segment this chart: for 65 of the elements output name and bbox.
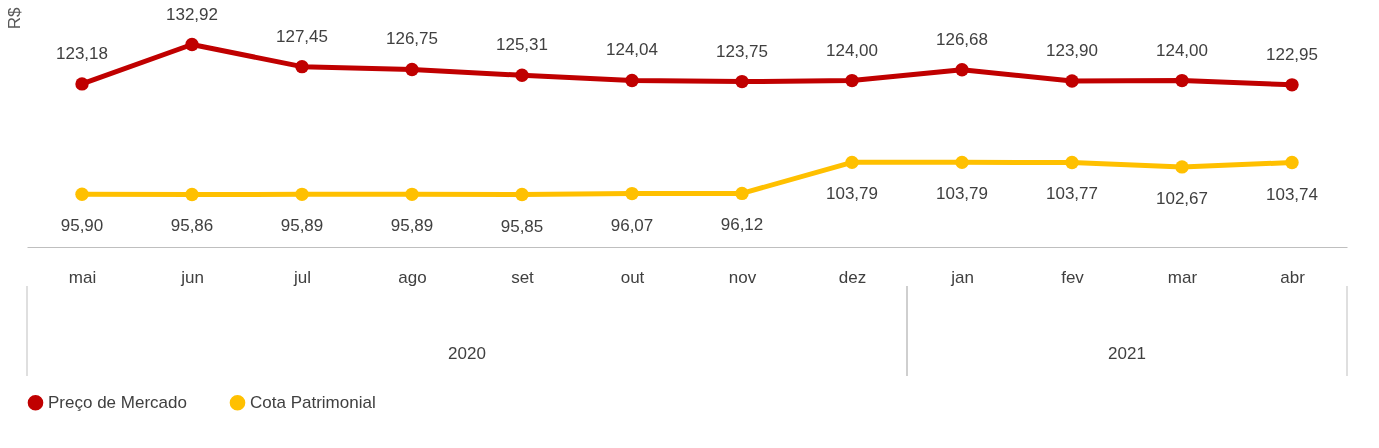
point (515, 68, 529, 82)
data-label: 96,07 (610, 215, 654, 235)
point (1175, 160, 1189, 174)
data-label: 103,74 (1266, 184, 1318, 204)
data-label: 103,79 (826, 184, 878, 204)
x-tick-label: ago (398, 267, 427, 287)
point (845, 73, 859, 88)
y-axis-title: R$ (4, 6, 24, 30)
point (625, 73, 639, 88)
legend-label: Preço de Mercado (48, 392, 187, 412)
data-label: 95,86 (170, 216, 214, 236)
point (735, 74, 749, 89)
point (1065, 155, 1079, 170)
data-label: 124,00 (1156, 40, 1208, 60)
text: 2021 (1108, 344, 1146, 363)
point (515, 187, 529, 202)
data-label: 103,79 (936, 184, 988, 204)
data-label: 126,68 (936, 29, 988, 49)
point (845, 155, 859, 170)
data-label: 102,67 (1156, 188, 1208, 208)
point (1175, 73, 1189, 88)
data-label: 124,00 (826, 40, 878, 60)
point (185, 37, 199, 52)
data-label: 123,18 (56, 43, 108, 63)
x-tick-label: mar (1167, 267, 1198, 287)
data-label: 125,31 (496, 35, 548, 55)
data-label: 124,04 (606, 40, 658, 60)
x-tick-label: abr (1280, 267, 1306, 287)
point (75, 187, 89, 201)
data-label: 126,75 (386, 29, 438, 49)
point (295, 59, 309, 74)
point (1285, 78, 1299, 92)
x-tick-label: dez (838, 267, 867, 287)
point (735, 186, 749, 201)
x-tick-label: jan (950, 267, 974, 287)
point (625, 186, 639, 201)
text: 2020 (448, 344, 486, 363)
data-label: 132,92 (166, 4, 218, 24)
point (1065, 74, 1079, 88)
x-tick-label: fev (1061, 267, 1085, 287)
data-label: 122,95 (1266, 44, 1318, 64)
point (405, 62, 419, 77)
x-tick-label: jun (180, 267, 204, 287)
data-label: 123,75 (716, 41, 768, 61)
x-tick-label: mai (68, 267, 97, 287)
point (405, 187, 419, 202)
data-label: 123,90 (1046, 41, 1098, 60)
point (955, 155, 969, 170)
legend-label: Cota Patrimonial (250, 392, 376, 412)
data-label: 103,77 (1046, 184, 1098, 204)
point (955, 63, 969, 77)
point (185, 187, 199, 202)
x-tick-label: out (620, 267, 645, 287)
x-tick-label: jul (292, 267, 312, 287)
point (295, 187, 309, 202)
data-label: 96,12 (720, 215, 764, 235)
data-label: 95,85 (500, 216, 544, 236)
data-label: 95,89 (390, 216, 434, 236)
data-label: 127,45 (276, 26, 328, 46)
x-tick-label: set (511, 267, 535, 287)
data-label: 95,89 (280, 216, 324, 236)
data-label: 95,90 (60, 216, 104, 236)
point (1285, 155, 1299, 170)
point (75, 77, 89, 91)
x-tick-label: nov (728, 267, 757, 287)
